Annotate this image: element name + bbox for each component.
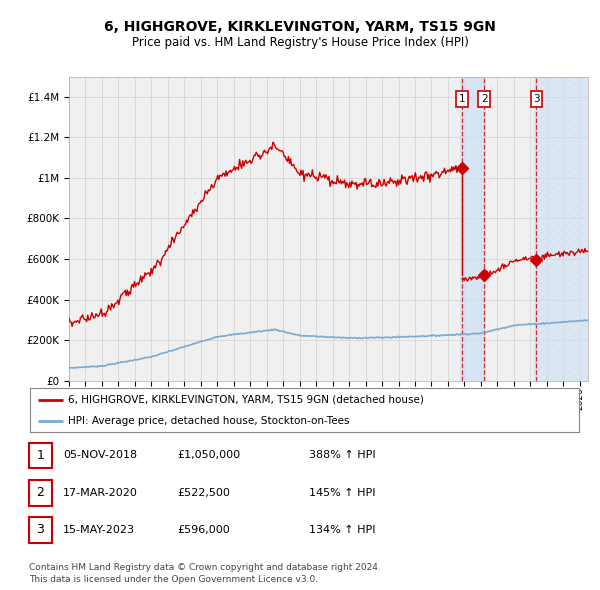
Text: HPI: Average price, detached house, Stockton-on-Tees: HPI: Average price, detached house, Stoc…: [68, 416, 350, 426]
Text: 05-NOV-2018: 05-NOV-2018: [63, 451, 137, 460]
Text: 6, HIGHGROVE, KIRKLEVINGTON, YARM, TS15 9GN (detached house): 6, HIGHGROVE, KIRKLEVINGTON, YARM, TS15 …: [68, 395, 424, 405]
Text: 15-MAY-2023: 15-MAY-2023: [63, 525, 135, 535]
Text: Contains HM Land Registry data © Crown copyright and database right 2024.: Contains HM Land Registry data © Crown c…: [29, 563, 380, 572]
Bar: [534, 77, 588, 381]
Text: 2: 2: [481, 94, 488, 104]
Text: 1: 1: [36, 449, 44, 462]
Text: 2: 2: [36, 486, 44, 499]
Bar: [460, 77, 487, 381]
Text: 6, HIGHGROVE, KIRKLEVINGTON, YARM, TS15 9GN: 6, HIGHGROVE, KIRKLEVINGTON, YARM, TS15 …: [104, 19, 496, 34]
Text: £596,000: £596,000: [177, 525, 230, 535]
Text: 17-MAR-2020: 17-MAR-2020: [63, 488, 138, 497]
Text: 145% ↑ HPI: 145% ↑ HPI: [309, 488, 376, 497]
Text: This data is licensed under the Open Government Licence v3.0.: This data is licensed under the Open Gov…: [29, 575, 318, 584]
Text: Price paid vs. HM Land Registry's House Price Index (HPI): Price paid vs. HM Land Registry's House …: [131, 36, 469, 49]
Text: 134% ↑ HPI: 134% ↑ HPI: [309, 525, 376, 535]
Text: £1,050,000: £1,050,000: [177, 451, 240, 460]
Text: 1: 1: [458, 94, 465, 104]
Text: 3: 3: [36, 523, 44, 536]
Text: 388% ↑ HPI: 388% ↑ HPI: [309, 451, 376, 460]
Text: 3: 3: [533, 94, 540, 104]
Text: £522,500: £522,500: [177, 488, 230, 497]
